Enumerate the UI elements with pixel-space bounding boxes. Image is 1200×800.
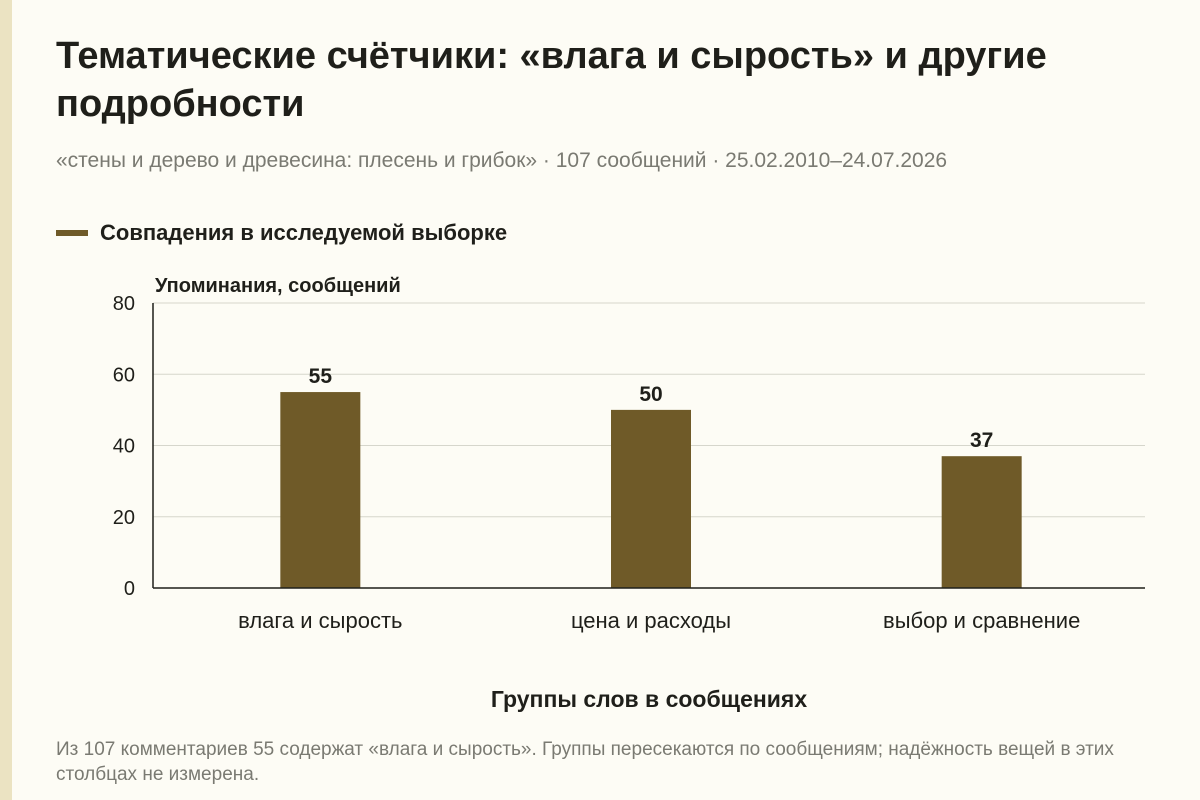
- y-tick-labels: 0 20 40 60 80: [113, 293, 135, 600]
- y-tick-label: 0: [124, 578, 135, 600]
- y-tick-label: 80: [113, 293, 135, 315]
- legend-swatch: [56, 230, 88, 236]
- edge-strip: [0, 0, 12, 800]
- bar: [611, 409, 691, 588]
- footnote: Из 107 комментариев 55 содержат «влага и…: [56, 739, 1114, 785]
- chart-title: Тематические счётчики: «влага и сырость»…: [56, 35, 1047, 125]
- y-axis-title: Упоминания, сообщений: [155, 275, 401, 297]
- x-tick-label: выбор и сравнение: [883, 608, 1080, 633]
- bar: [280, 392, 361, 588]
- bars: [280, 392, 1022, 588]
- legend-label: Совпадения в исследуемой выборке: [100, 220, 508, 245]
- y-tick-label: 20: [113, 507, 135, 529]
- bar-value-label: 50: [639, 383, 662, 406]
- x-tick-label: влага и сырость: [238, 608, 402, 633]
- legend: Совпадения в исследуемой выборке: [56, 219, 507, 247]
- y-tick-label: 60: [113, 364, 135, 386]
- bar: [941, 456, 1022, 588]
- bar-value-label: 55: [309, 365, 333, 388]
- bar-value-labels: 55 50 37: [309, 365, 994, 452]
- y-tick-label: 40: [113, 436, 135, 458]
- bar-value-label: 37: [970, 429, 993, 452]
- x-tick-label: цена и расходы: [571, 608, 731, 633]
- x-axis-title: Группы слов в сообщениях: [491, 686, 807, 712]
- x-tick-labels: влага и сырость цена и расходы выбор и сра…: [238, 608, 1080, 633]
- chart-subtitle: «стены и дерево и древесина: плесень и г…: [56, 149, 948, 172]
